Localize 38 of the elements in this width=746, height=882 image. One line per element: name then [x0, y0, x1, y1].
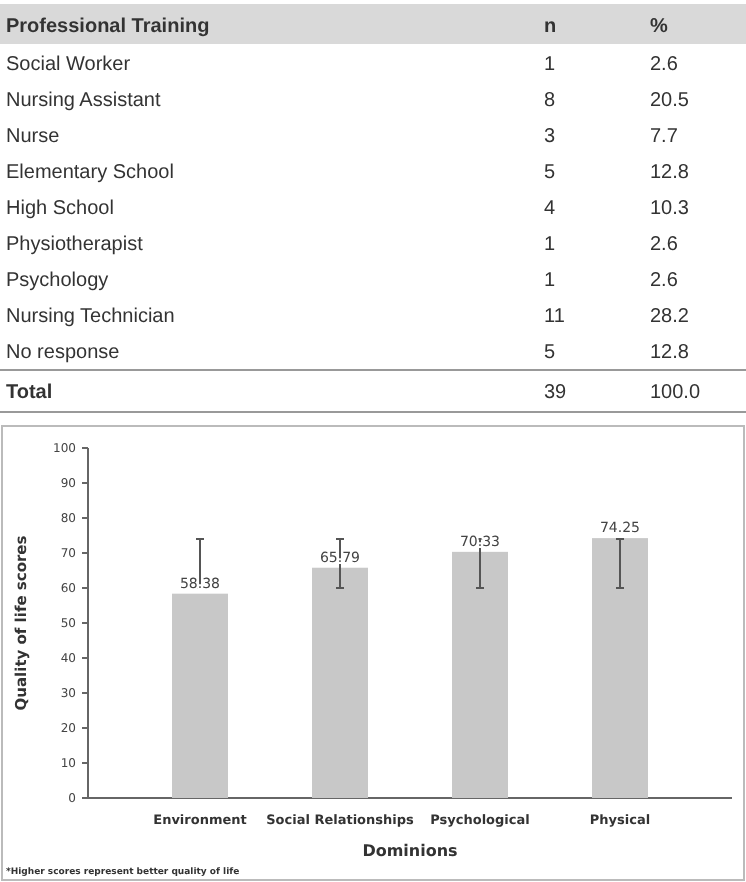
data-label: 4: [544, 198, 556, 220]
category-label: Nurse: [6, 126, 61, 148]
data-label: 10.3: [650, 198, 690, 220]
category-label: Nursing Assistant: [6, 90, 161, 112]
data-label: 1: [544, 270, 556, 292]
data-label: 28.2: [650, 306, 690, 328]
text: 100.0: [650, 382, 701, 404]
bar: [172, 593, 228, 798]
category-label: Social Worker: [6, 54, 132, 76]
data-label: 2.6: [650, 270, 679, 292]
data-label: 1: [544, 54, 556, 76]
data-label: 3: [544, 126, 556, 148]
category-label: Nursing Technician: [6, 306, 175, 328]
text: Professional Training: [6, 16, 210, 38]
category-label: High School: [6, 198, 114, 220]
data-label: 20.5: [650, 90, 690, 112]
data-label: 8: [544, 90, 556, 112]
text: n: [544, 16, 557, 38]
data-label: 11: [544, 306, 566, 328]
data-label: 1: [544, 234, 556, 256]
category-label: No response: [6, 342, 121, 364]
text: %: [650, 16, 668, 38]
data-label: 5: [544, 342, 556, 364]
bar: [592, 538, 648, 798]
category-label: Physiotherapist: [6, 234, 144, 256]
x-axis-title: Dominions: [362, 842, 459, 860]
text: Total: [6, 382, 53, 404]
data-label: 12.8: [650, 342, 690, 364]
bar: [452, 551, 508, 798]
data-label: 2.6: [650, 234, 679, 256]
data-label: 7.7: [650, 126, 679, 148]
bar: [312, 567, 368, 798]
category-label: Psychology: [6, 270, 109, 292]
data-label: 2.6: [650, 54, 679, 76]
text: 39: [544, 382, 568, 404]
data-label: 5: [544, 162, 556, 184]
category-label: Elementary School: [6, 162, 174, 184]
data-label: 12.8: [650, 162, 690, 184]
